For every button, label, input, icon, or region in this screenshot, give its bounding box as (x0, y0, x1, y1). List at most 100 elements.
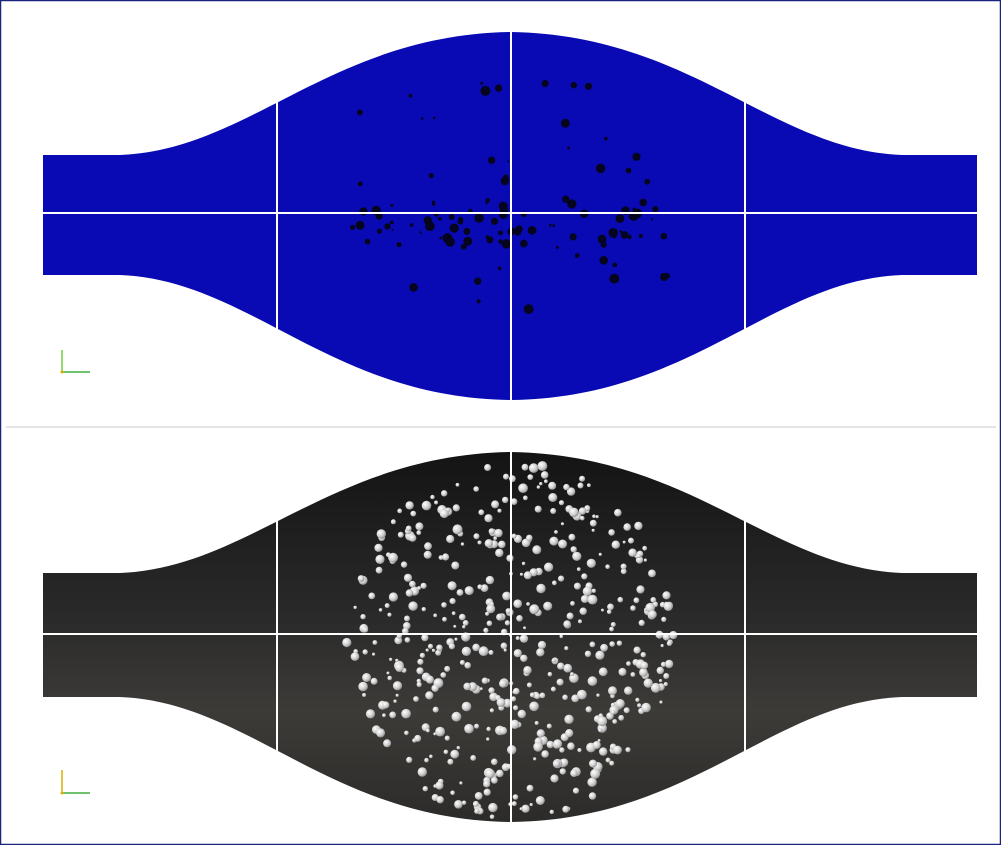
particle (441, 602, 447, 608)
particle (662, 591, 670, 599)
particle (590, 642, 596, 648)
particle (548, 482, 556, 490)
particle (541, 750, 549, 758)
particle (593, 741, 601, 749)
particle (560, 768, 566, 774)
particle (382, 701, 389, 708)
particle (475, 792, 483, 800)
particle (554, 530, 558, 534)
particle (484, 514, 492, 522)
void (596, 164, 606, 174)
particle (368, 593, 375, 600)
void (495, 84, 502, 91)
void (419, 231, 421, 233)
void (485, 202, 487, 204)
void (585, 83, 592, 90)
particle (577, 567, 581, 571)
particle (551, 687, 556, 692)
particle (526, 602, 530, 606)
particle (459, 614, 466, 621)
void (429, 173, 434, 178)
particle (580, 608, 587, 615)
void (556, 246, 559, 249)
particle (592, 529, 595, 532)
particle (375, 555, 384, 564)
particle (493, 536, 497, 540)
particle (389, 592, 398, 601)
particle (570, 769, 578, 777)
particle (536, 584, 545, 593)
particle (421, 634, 428, 641)
particle (611, 622, 616, 627)
void (651, 218, 653, 220)
axis-origin (61, 371, 64, 374)
particle (406, 757, 412, 763)
particle (453, 524, 463, 534)
particle (628, 538, 634, 544)
void (507, 161, 509, 163)
particle (590, 520, 597, 527)
particle (440, 672, 446, 678)
particle (572, 552, 581, 561)
particle (472, 644, 480, 652)
particle (502, 592, 511, 601)
particle (567, 742, 575, 750)
particle (474, 724, 479, 729)
particle (496, 614, 503, 621)
void (438, 217, 442, 221)
void (571, 82, 577, 88)
particle (560, 635, 564, 639)
particle (657, 667, 664, 674)
void (365, 239, 371, 245)
void (390, 204, 393, 207)
particle (636, 585, 644, 593)
particle (596, 694, 599, 697)
particle (490, 815, 495, 820)
void (567, 146, 570, 149)
particle (513, 688, 520, 695)
particle (457, 589, 464, 596)
particle (639, 668, 648, 677)
particle (617, 641, 622, 646)
particle (659, 701, 662, 704)
particle (408, 601, 417, 610)
particle (448, 581, 457, 590)
particle (634, 597, 640, 603)
particle (585, 651, 591, 657)
void (410, 223, 414, 227)
particle (484, 789, 491, 796)
particle (512, 801, 517, 806)
particle (480, 687, 483, 690)
particle (663, 673, 669, 679)
particle (374, 544, 382, 552)
particle (558, 540, 567, 549)
particle (485, 612, 489, 616)
particle (530, 803, 533, 806)
void (503, 174, 508, 179)
particle (431, 685, 438, 692)
particle (464, 724, 474, 734)
particle (395, 663, 404, 672)
particle (417, 586, 421, 590)
particle (571, 546, 577, 552)
particle (606, 758, 611, 763)
particle (406, 589, 413, 596)
particle (544, 563, 553, 572)
particle (612, 719, 617, 724)
particle (581, 573, 587, 579)
void (644, 179, 650, 185)
particle (504, 649, 507, 652)
particle (613, 746, 622, 755)
particle (462, 702, 472, 712)
void (632, 153, 640, 161)
particle (599, 553, 602, 556)
particle (462, 625, 465, 628)
particle (537, 729, 545, 737)
particle (587, 559, 596, 568)
void (661, 233, 668, 240)
particle (552, 581, 557, 586)
void (599, 256, 608, 265)
particle (497, 509, 501, 513)
particle (430, 495, 434, 499)
particle (483, 628, 488, 633)
